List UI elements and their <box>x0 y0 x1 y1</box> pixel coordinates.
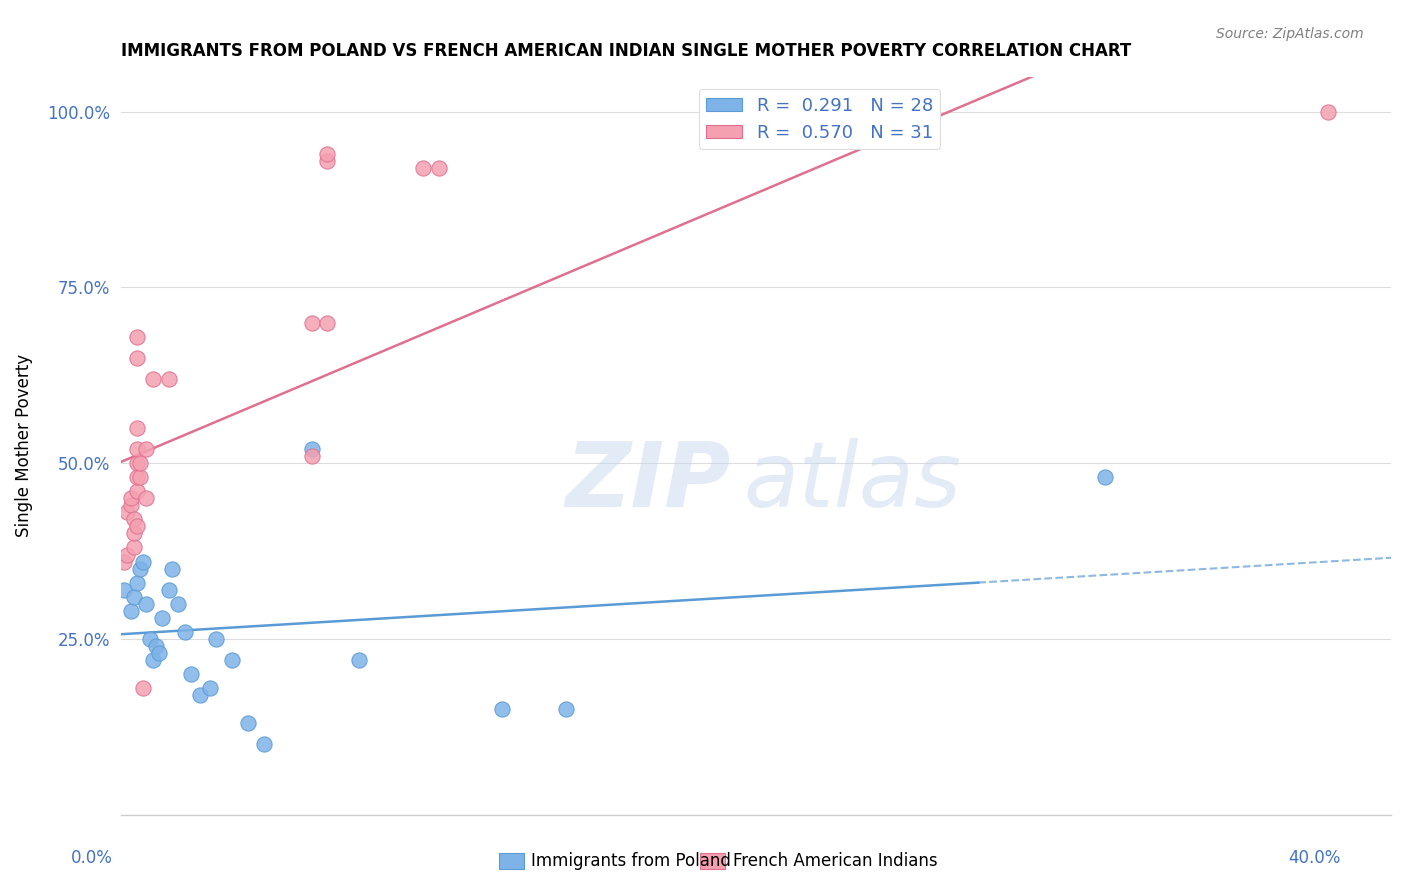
Point <box>150 611 173 625</box>
Point <box>125 351 148 365</box>
Point <box>135 442 157 456</box>
Text: 40.0%: 40.0% <box>1288 849 1341 867</box>
Point <box>301 442 323 456</box>
Point <box>301 449 323 463</box>
Point <box>145 639 167 653</box>
Point <box>316 316 339 330</box>
Point <box>112 582 135 597</box>
Text: Immigrants from Poland: Immigrants from Poland <box>531 852 731 870</box>
Point <box>316 153 339 168</box>
Point <box>148 646 170 660</box>
Point <box>316 147 339 161</box>
Point <box>167 597 190 611</box>
Point <box>142 653 165 667</box>
Point <box>236 716 259 731</box>
Bar <box>499 853 524 869</box>
Point <box>122 526 145 541</box>
Point <box>427 161 450 175</box>
Point <box>120 604 142 618</box>
Point <box>122 512 145 526</box>
Text: atlas: atlas <box>744 439 962 526</box>
Point <box>125 442 148 456</box>
Point <box>129 561 152 575</box>
Point <box>125 421 148 435</box>
Point <box>157 582 180 597</box>
Point <box>142 372 165 386</box>
Point <box>125 519 148 533</box>
Text: IMMIGRANTS FROM POLAND VS FRENCH AMERICAN INDIAN SINGLE MOTHER POVERTY CORRELATI: IMMIGRANTS FROM POLAND VS FRENCH AMERICA… <box>121 42 1132 60</box>
Point <box>347 653 370 667</box>
Point <box>125 329 148 343</box>
Point <box>122 590 145 604</box>
Point <box>129 470 152 484</box>
Point <box>180 667 202 681</box>
Point <box>132 681 155 695</box>
Point <box>198 681 221 695</box>
Point <box>554 702 576 716</box>
Point <box>173 624 195 639</box>
Point <box>301 316 323 330</box>
Point <box>125 575 148 590</box>
Bar <box>700 853 725 869</box>
Legend: R =  0.291   N = 28, R =  0.570   N = 31: R = 0.291 N = 28, R = 0.570 N = 31 <box>699 89 941 149</box>
Point <box>160 561 183 575</box>
Point <box>491 702 513 716</box>
Text: Source: ZipAtlas.com: Source: ZipAtlas.com <box>1216 27 1364 41</box>
Point <box>205 632 228 646</box>
Point <box>190 688 212 702</box>
Y-axis label: Single Mother Poverty: Single Mother Poverty <box>15 354 32 537</box>
Point <box>221 653 243 667</box>
Point <box>122 541 145 555</box>
Point <box>132 555 155 569</box>
Point <box>157 372 180 386</box>
Point <box>120 498 142 512</box>
Point <box>117 548 139 562</box>
Point <box>135 597 157 611</box>
Point <box>135 491 157 506</box>
Point <box>125 470 148 484</box>
Point <box>1316 104 1339 119</box>
Point <box>125 456 148 470</box>
Point <box>253 737 276 751</box>
Point <box>138 632 160 646</box>
Point <box>120 491 142 506</box>
Point <box>117 505 139 519</box>
Text: French American Indians: French American Indians <box>733 852 938 870</box>
Point <box>125 484 148 499</box>
Text: 0.0%: 0.0% <box>70 849 112 867</box>
Point <box>112 555 135 569</box>
Point <box>412 161 434 175</box>
Text: ZIP: ZIP <box>565 439 731 526</box>
Point <box>1094 470 1116 484</box>
Point <box>129 456 152 470</box>
